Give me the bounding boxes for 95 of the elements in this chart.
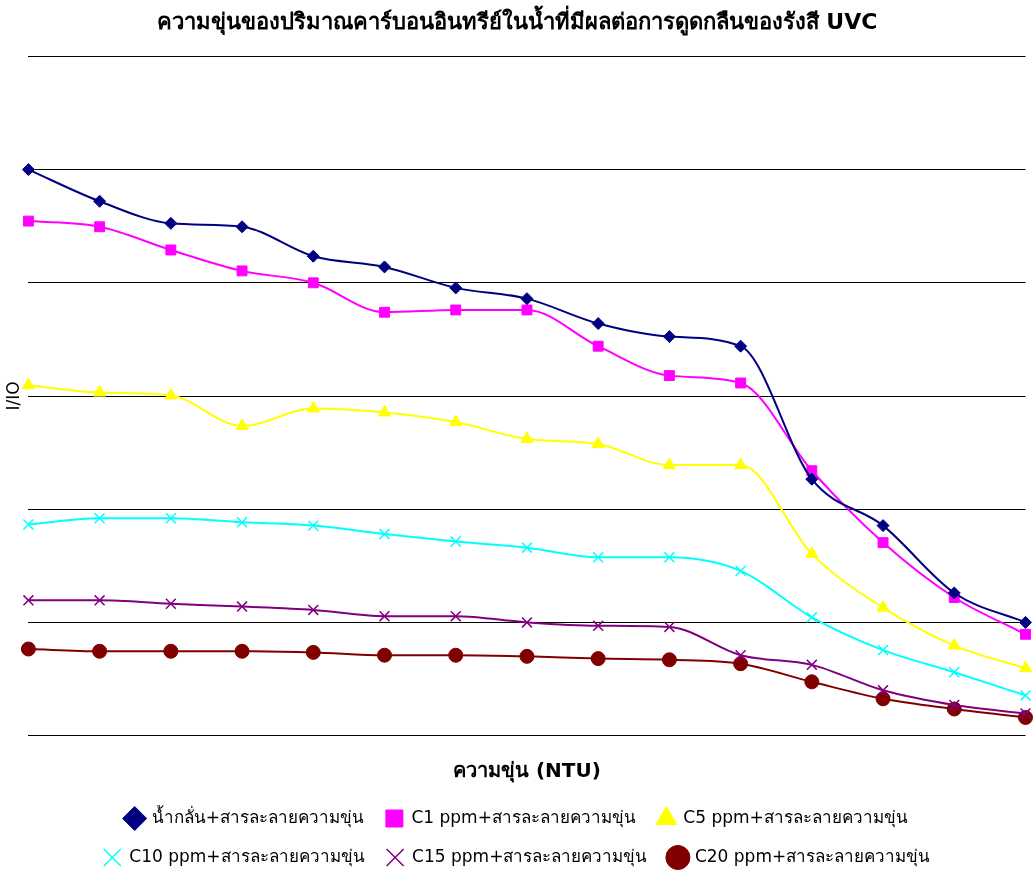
point	[165, 598, 177, 610]
point	[735, 377, 747, 389]
point	[733, 656, 749, 672]
point	[521, 304, 533, 316]
point	[804, 674, 820, 690]
legend-label: C5 ppm+สารละลายความขุ่น	[683, 806, 908, 828]
point	[448, 647, 464, 663]
point	[94, 221, 106, 233]
point	[1020, 628, 1031, 640]
point	[948, 699, 960, 711]
point	[877, 684, 889, 697]
point	[165, 244, 177, 256]
point	[450, 535, 462, 548]
point	[377, 404, 392, 417]
point	[805, 546, 819, 558]
point	[235, 220, 249, 234]
point	[947, 638, 961, 650]
legend-label: C1 ppm+สารละลายความขุ่น	[411, 806, 636, 828]
point	[236, 265, 248, 277]
point	[22, 594, 35, 607]
point	[92, 643, 108, 659]
point	[806, 611, 818, 624]
point	[877, 537, 889, 549]
point	[519, 648, 535, 664]
x-axis-title: ความขุ่น (NTU)	[453, 758, 601, 784]
point	[806, 659, 818, 671]
point	[21, 377, 35, 390]
point	[21, 163, 35, 177]
point	[378, 528, 391, 540]
point	[234, 643, 250, 659]
chart-title: ความขุ่นของปริมาณคาร์บอนอินทรีย์ในน้ำที่มีผลต่อการดูดกลืนของรังสี UVC	[156, 4, 878, 36]
point	[93, 194, 107, 208]
point	[1019, 615, 1032, 629]
point	[661, 652, 677, 668]
point	[1019, 707, 1032, 720]
y-axis-title: I/IO	[2, 381, 23, 411]
point	[877, 644, 889, 656]
point	[305, 644, 321, 660]
point	[592, 620, 604, 632]
point	[520, 431, 534, 444]
point	[520, 292, 534, 306]
point	[163, 643, 179, 659]
point	[449, 414, 463, 427]
point	[378, 610, 391, 622]
point	[450, 610, 462, 622]
point	[521, 616, 533, 629]
legend-label: น้ำกลั่น+สารละลายความขุ่น	[151, 804, 364, 828]
point	[663, 551, 676, 564]
point	[164, 387, 178, 400]
point	[306, 400, 320, 413]
point	[93, 594, 106, 607]
point	[663, 370, 675, 382]
point	[662, 330, 676, 344]
point	[876, 600, 890, 612]
point	[379, 306, 390, 318]
point	[805, 472, 819, 486]
point	[734, 649, 747, 661]
point	[235, 418, 249, 430]
point	[592, 551, 604, 564]
point	[591, 317, 605, 331]
point	[1019, 689, 1032, 702]
point	[307, 604, 319, 616]
point	[449, 281, 463, 295]
point	[734, 565, 747, 577]
point	[22, 215, 34, 227]
point	[377, 647, 393, 663]
point	[165, 512, 177, 524]
point	[93, 512, 106, 524]
point	[948, 666, 960, 678]
point	[876, 519, 890, 533]
point	[378, 260, 392, 274]
point	[663, 621, 676, 633]
legend-label: C15 ppm+สารละลายความขุ่น	[412, 845, 648, 867]
point	[93, 385, 107, 397]
point	[590, 651, 606, 667]
point	[450, 304, 462, 316]
point	[164, 216, 178, 230]
point	[1018, 660, 1033, 673]
point	[591, 436, 605, 449]
point	[875, 691, 891, 707]
point	[306, 249, 320, 263]
point	[521, 541, 533, 554]
point	[307, 277, 319, 289]
legend-label: C20 ppm+สารละลายความขุ่น	[694, 845, 931, 867]
point	[734, 339, 748, 353]
point	[592, 340, 604, 352]
point	[22, 518, 35, 531]
point	[662, 457, 676, 470]
point	[307, 519, 319, 532]
point	[20, 641, 36, 657]
point	[734, 457, 748, 470]
legend-label: C10 ppm+สารละลายความขุ่น	[129, 845, 365, 867]
point	[947, 586, 961, 600]
point	[236, 516, 248, 528]
point	[236, 600, 248, 613]
